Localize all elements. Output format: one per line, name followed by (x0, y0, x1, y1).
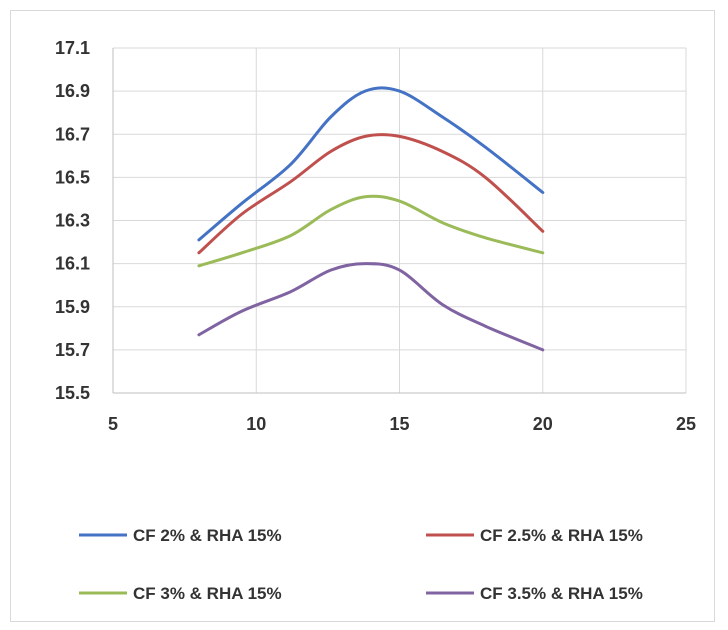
y-tick-label: 16.5 (55, 167, 90, 187)
legend-label: CF 2.5% & RHA 15% (480, 526, 643, 545)
x-tick-label: 5 (108, 414, 118, 434)
y-tick-label: 16.9 (55, 81, 90, 101)
y-tick-label: 17.1 (55, 38, 90, 58)
series-line-3 (197, 194, 545, 268)
y-tick-label: 15.9 (55, 297, 90, 317)
x-tick-label: 25 (676, 414, 696, 434)
legend-label: CF 2% & RHA 15% (133, 526, 282, 545)
series-line-2 (197, 133, 545, 255)
y-tick-label: 15.5 (55, 383, 90, 403)
legend-label: CF 3% & RHA 15% (133, 584, 282, 603)
axes (112, 48, 686, 394)
x-tick-label: 15 (389, 414, 409, 434)
x-tick-labels: 5 10 15 20 25 (108, 414, 696, 434)
legend-item-4: CF 3.5% & RHA 15% (426, 584, 643, 603)
legend-item-1: CF 2% & RHA 15% (79, 526, 282, 545)
y-tick-label: 16.1 (55, 254, 90, 274)
legend-item-2: CF 2.5% & RHA 15% (426, 526, 643, 545)
legend-item-3: CF 3% & RHA 15% (79, 584, 282, 603)
x-tick-label: 10 (246, 414, 266, 434)
series-lines (197, 86, 545, 352)
y-tick-label: 16.7 (55, 124, 90, 144)
chart-frame (10, 10, 715, 622)
y-tick-labels: 15.5 15.7 15.9 16.1 16.3 16.5 16.7 16.9 17.1 (55, 38, 90, 403)
y-tick-label: 16.3 (55, 211, 90, 231)
series-line-1 (197, 86, 545, 242)
legend: CF 2% & RHA 15% CF 2.5% & RHA 15% CF 3% & … (79, 526, 643, 603)
legend-label: CF 3.5% & RHA 15% (480, 584, 643, 603)
series-line-4 (197, 262, 545, 352)
x-tick-label: 20 (533, 414, 553, 434)
y-tick-label: 15.7 (55, 340, 90, 360)
gridlines (113, 47, 687, 393)
